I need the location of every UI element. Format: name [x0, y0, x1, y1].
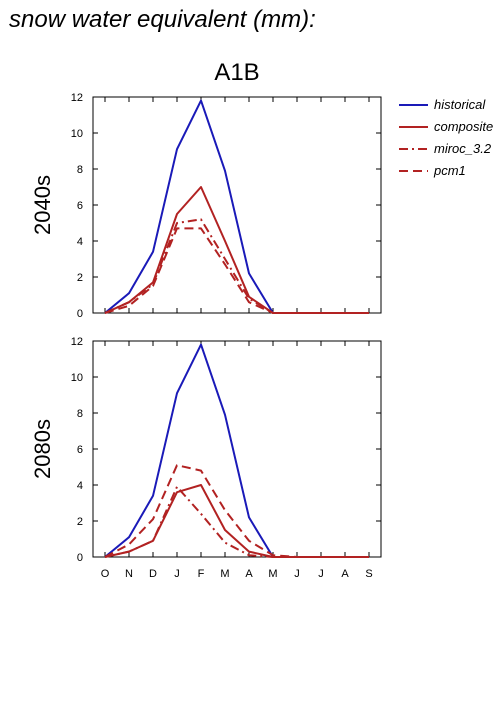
- x-tick-label: A: [341, 568, 349, 580]
- y-tick-label: 12: [71, 336, 83, 348]
- legend-label: historical: [434, 97, 486, 112]
- series-line-pcm1: [104, 227, 369, 314]
- series-line-pcm1: [104, 464, 369, 558]
- legend: historical composite miroc_3.2 pcm1: [399, 97, 493, 178]
- x-tick-label: N: [125, 568, 133, 580]
- y-tick-label: 0: [77, 308, 83, 320]
- series-line-composite: [104, 484, 369, 558]
- legend-item-composite: composite: [399, 119, 493, 134]
- panel-2080s: 0 2 4 6 8 10 12 O N D J F M A M J J A S 2080s: [30, 336, 382, 580]
- y-tick-label: 0: [77, 552, 83, 564]
- legend-item-pcm1: pcm1: [399, 163, 466, 178]
- panel-2040s: 0 2 4 6 8 10 12 2040s: [30, 92, 382, 320]
- legend-label: pcm1: [433, 163, 466, 178]
- x-tick-label: F: [198, 568, 205, 580]
- x-tick-label: S: [365, 568, 372, 580]
- legend-item-historical: historical: [399, 97, 486, 112]
- y-tick-label: 12: [71, 92, 83, 104]
- panel-label: 2040s: [30, 175, 55, 235]
- y-tick-label: 8: [77, 164, 83, 176]
- y-tick-label: 2: [77, 516, 83, 528]
- x-tick-label: M: [268, 568, 277, 580]
- y-tick-label: 6: [77, 200, 83, 212]
- y-tick-label: 10: [71, 128, 83, 140]
- legend-label: miroc_3.2: [434, 141, 492, 156]
- y-tick-label: 8: [77, 408, 83, 420]
- x-tick-label: M: [220, 568, 229, 580]
- x-tick-label: O: [101, 568, 110, 580]
- x-tick-label: J: [318, 568, 324, 580]
- chart-title: snow water equivalent (mm):: [9, 6, 316, 33]
- panel-label: 2080s: [30, 419, 55, 479]
- y-tick-label: 10: [71, 372, 83, 384]
- x-tick-label: J: [294, 568, 300, 580]
- series-line-historical: [104, 99, 369, 314]
- x-tick-label: D: [149, 568, 157, 580]
- legend-item-miroc-3-2: miroc_3.2: [399, 141, 492, 156]
- panels-layer: 0 2 4 6 8 10 12 2040s 0 2 4 6 8 10 12 O N D J F M A M J J A S 2080s: [30, 92, 382, 580]
- scenario-label: A1B: [214, 59, 259, 86]
- y-tick-label: 2: [77, 272, 83, 284]
- y-tick-label: 6: [77, 444, 83, 456]
- series-line-miroc-3-2: [104, 485, 369, 558]
- y-tick-label: 4: [77, 480, 83, 492]
- x-tick-label: J: [174, 568, 180, 580]
- legend-label: composite: [434, 119, 493, 134]
- x-tick-label: A: [245, 568, 253, 580]
- y-tick-label: 4: [77, 236, 83, 248]
